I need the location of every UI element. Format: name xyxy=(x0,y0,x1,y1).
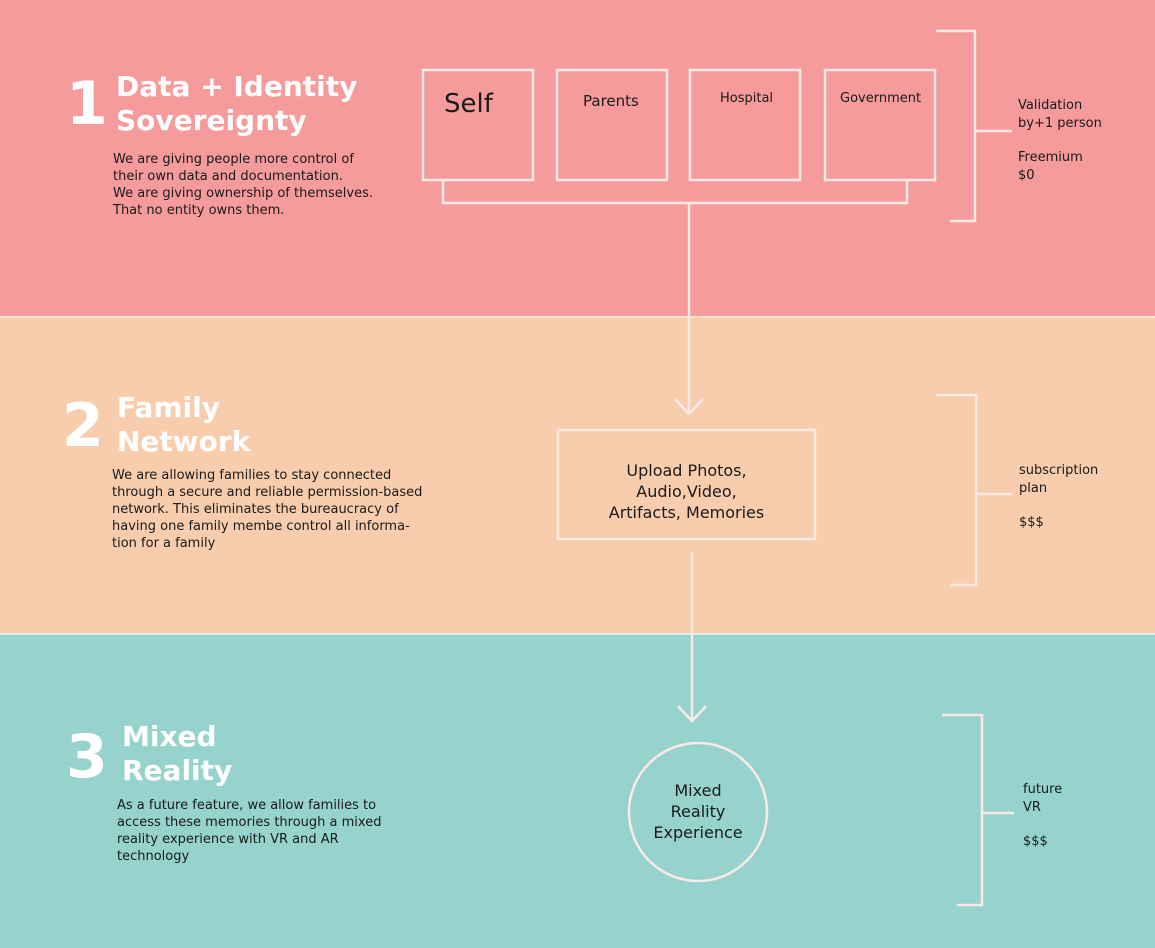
title-line: Family xyxy=(117,391,221,424)
section-description: As a future feature, we allow families t… xyxy=(117,797,381,865)
description-line: through a secure and reliable permission… xyxy=(112,485,423,500)
upload-box-label: Upload Photos, Audio,Video, Artifacts, M… xyxy=(558,460,815,523)
section-number: 2 xyxy=(62,391,104,461)
title-line: Reality xyxy=(122,754,233,787)
side-line: VR xyxy=(1023,800,1041,815)
upload-line: Artifacts, Memories xyxy=(608,503,765,522)
box-self-label: Self xyxy=(444,89,493,119)
description-line: We are giving ownership of themselves. xyxy=(113,186,373,201)
description-line: That no entity owns them. xyxy=(113,203,285,218)
description-line: We are giving people more control of xyxy=(113,152,354,167)
description-line: tion for a family xyxy=(112,536,216,551)
upload-line: Audio,Video, xyxy=(636,482,737,501)
box-parents-label: Parents xyxy=(583,92,639,110)
side-note-1: Validation by+1 person Freemium $0 xyxy=(1018,97,1102,185)
box-government-label: Government xyxy=(840,91,922,106)
description-line: their own data and documentation. xyxy=(113,169,343,184)
section-number: 3 xyxy=(66,722,108,792)
side-note-3: future VR $$$ xyxy=(1023,781,1062,851)
side-line: by+1 person xyxy=(1018,116,1102,131)
circle-line: Mixed xyxy=(674,781,722,800)
side-spacer xyxy=(1018,133,1102,149)
box-hospital-label: Hospital xyxy=(720,91,774,106)
side-line: $$$ xyxy=(1023,834,1048,849)
section-title: Data + Identity Sovereignty xyxy=(116,70,357,138)
side-line: $$$ xyxy=(1019,515,1044,530)
mixed-reality-circle-label: Mixed Reality Experience xyxy=(629,780,767,843)
side-spacer xyxy=(1023,817,1062,833)
description-line: access these memories through a mixed xyxy=(117,815,382,830)
title-line: Network xyxy=(117,425,251,458)
side-spacer xyxy=(1019,498,1098,514)
section-description: We are allowing families to stay connect… xyxy=(112,467,422,552)
side-line: Validation xyxy=(1018,98,1083,113)
side-line: subscription xyxy=(1019,463,1099,478)
side-line: plan xyxy=(1019,481,1048,496)
side-line: future xyxy=(1023,782,1063,797)
section-title: Mixed Reality xyxy=(122,720,232,788)
side-line: $0 xyxy=(1018,168,1035,183)
circle-line: Reality xyxy=(670,802,726,821)
description-line: technology xyxy=(117,849,190,864)
circle-line: Experience xyxy=(653,823,743,842)
description-line: reality experience with VR and AR xyxy=(117,832,339,847)
section-description: We are giving people more control of the… xyxy=(113,151,373,219)
side-line: Freemium xyxy=(1018,150,1083,165)
section-title: Family Network xyxy=(117,391,250,459)
title-line: Sovereignty xyxy=(116,104,307,137)
section-mixed-reality xyxy=(0,633,1155,948)
description-line: We are allowing families to stay connect… xyxy=(112,468,392,483)
description-line: having one family membe control all info… xyxy=(112,519,410,534)
title-line: Mixed xyxy=(122,720,217,753)
section-number: 1 xyxy=(66,69,108,139)
title-line: Data + Identity xyxy=(116,70,358,103)
description-line: As a future feature, we allow families t… xyxy=(117,798,377,813)
upload-line: Upload Photos, xyxy=(626,461,747,480)
side-note-2: subscription plan $$$ xyxy=(1019,462,1098,532)
description-line: network. This eliminates the bureaucracy… xyxy=(112,502,399,517)
